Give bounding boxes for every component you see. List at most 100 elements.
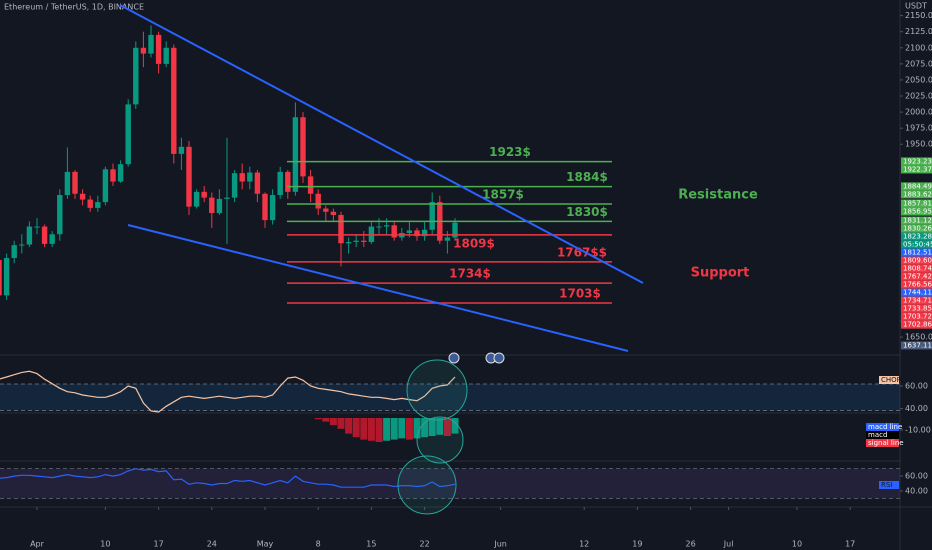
candle-body (209, 197, 215, 214)
indicator-tag (879, 481, 899, 489)
indicator-tag (866, 431, 899, 439)
indicator-band (0, 383, 900, 411)
candle-body (79, 193, 86, 200)
candle-body (148, 34, 154, 54)
y-tick-label: 2025.00 (905, 92, 932, 101)
price-tag-label: 1830.26 (903, 225, 932, 233)
candle-body (383, 225, 390, 227)
event-flag[interactable] (448, 352, 460, 364)
price-tag (901, 157, 932, 166)
candle-body (57, 195, 63, 235)
x-tick-label: May (257, 540, 274, 549)
price-tag (901, 256, 932, 265)
candle-body (285, 171, 291, 192)
y-tick-label: 2000.00 (905, 108, 932, 117)
price-tag-label: 1856.95 (903, 208, 932, 216)
level-label: 1923$ (489, 145, 531, 159)
y-tick-label: 1975.00 (905, 124, 932, 133)
candle-body (452, 222, 458, 238)
x-tick-label: 17 (845, 540, 855, 549)
y-tick-label: 2050.00 (905, 75, 932, 84)
price-tag (901, 341, 932, 350)
histogram-bar (390, 418, 398, 440)
candle-body (171, 47, 177, 154)
candle-body (140, 47, 147, 54)
level-label: 1734$ (449, 267, 491, 281)
candle-body (110, 169, 116, 182)
candle-body (201, 191, 207, 198)
candle-body (421, 229, 428, 237)
event-flag[interactable] (493, 352, 505, 364)
price-tag (901, 320, 932, 329)
candle-body (345, 241, 352, 244)
chart-title: Ethereum / TetherUS, 1D, BINANCE (4, 3, 144, 12)
x-tick-label: 26 (686, 540, 696, 549)
x-tick-label: Jun (493, 540, 507, 549)
x-tick-label: 10 (100, 540, 110, 549)
x-tick-label: 17 (154, 540, 164, 549)
candle-body (163, 47, 169, 64)
price-tag (901, 304, 932, 313)
price-tag-label: 1831.12 (903, 217, 932, 225)
candle-body (64, 171, 71, 196)
y-tick-label: 40.00 (905, 486, 928, 495)
price-tag-label: 1767.42 (903, 273, 932, 281)
histogram-bar (367, 418, 375, 441)
indicator-name: CHOP (881, 376, 901, 384)
histogram-bar (443, 418, 451, 436)
price-tag (901, 199, 932, 208)
candle-body (444, 237, 451, 241)
price-tag-label: 1922.37 (903, 165, 932, 173)
level-label: 1857$ (482, 188, 524, 202)
price-tag-label: 1702.86 (903, 321, 932, 329)
price-tag-label: 1823.28 (903, 233, 932, 241)
highlight-circle (397, 455, 457, 515)
candle-body (95, 202, 101, 208)
histogram-bar (451, 418, 459, 434)
price-tag-label: 1809.60 (903, 257, 932, 265)
candle-body (247, 172, 253, 182)
y-tick-label: 60.00 (905, 472, 928, 481)
price-tag (901, 165, 932, 174)
candle-body (26, 226, 33, 245)
countdown: 05:50:45 (903, 241, 932, 249)
price-tag (901, 224, 932, 233)
price-tag-label: 1883.62 (903, 190, 932, 198)
candle-body (406, 230, 413, 233)
price-tag (901, 296, 932, 305)
indicator-line (0, 468, 456, 488)
candle-body (49, 234, 55, 244)
price-tag (901, 312, 932, 321)
candle-body (330, 211, 337, 215)
histogram-bar (352, 418, 360, 438)
candle-body (391, 225, 397, 238)
trend-line (119, 4, 644, 284)
price-tag (901, 272, 932, 281)
price-tag (901, 190, 932, 199)
histogram-bar (405, 418, 413, 440)
candle-body (0, 259, 2, 296)
x-tick-label: 8 (316, 540, 321, 549)
histogram-bar (383, 418, 391, 441)
histogram-bar (337, 418, 345, 429)
candle-body (307, 176, 314, 194)
candle-body (193, 191, 200, 207)
candle-body (216, 198, 223, 214)
candle-body (133, 47, 139, 105)
histogram-bar (329, 418, 337, 426)
level-label: 1767$$ (557, 245, 607, 259)
indicator-name: macd line (868, 423, 902, 431)
y-tick-label: 2075.00 (905, 59, 932, 68)
level-label: 1809$ (453, 236, 495, 250)
price-tag (901, 248, 932, 257)
currency: USDT (905, 2, 927, 11)
price-tag-label: 1808.74 (903, 265, 932, 273)
histogram-bar (413, 418, 421, 439)
price-tag-label: 1744.11 (903, 289, 932, 297)
histogram-bar (314, 418, 322, 420)
price-tag (901, 288, 932, 297)
price-tag (901, 264, 932, 273)
candle-body (262, 193, 268, 221)
zone-label: Support (691, 266, 750, 281)
candle-body (429, 202, 435, 230)
